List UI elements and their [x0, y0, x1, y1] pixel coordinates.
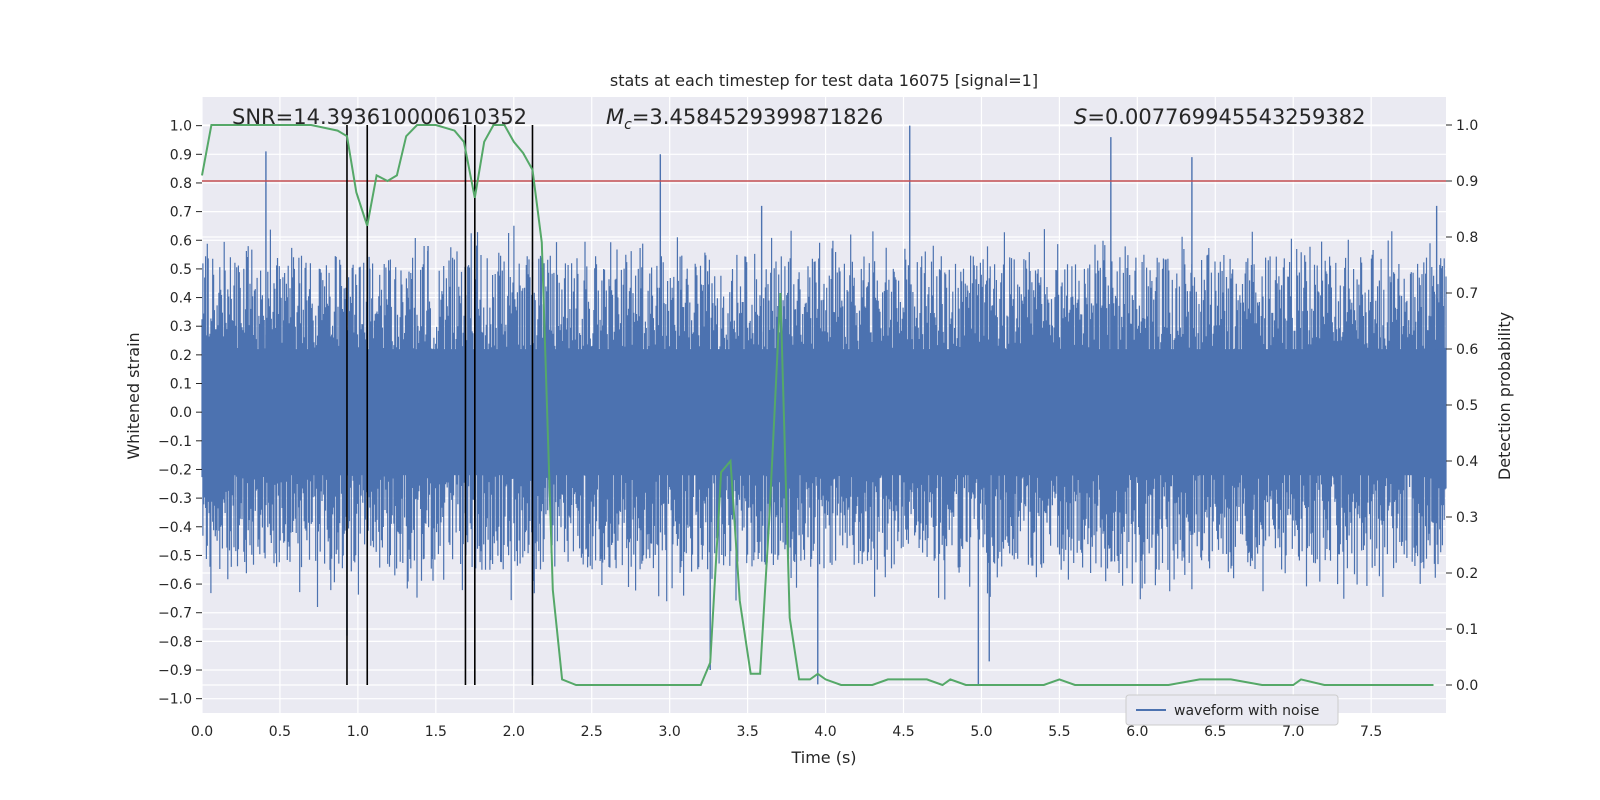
y-tick-label: −0.6 — [158, 577, 192, 593]
x-tick-label: 0.0 — [191, 724, 213, 740]
waveform-core — [202, 349, 1446, 476]
y-tick-label: −0.4 — [158, 520, 192, 536]
y2-tick-label: 0.7 — [1456, 286, 1478, 302]
y-tick-label: 0.5 — [170, 262, 192, 278]
x-tick-label: 1.0 — [347, 724, 369, 740]
y-tick-label: 0.8 — [170, 176, 192, 192]
y-axis-label: Whitened strain — [124, 332, 143, 459]
x-axis: 0.0 0.5 1.0 1.5 2.0 2.5 3.0 3.5 4.0 4.5 5.0 5.5 6.0 6… — [191, 724, 1382, 740]
x-tick-label: 3.5 — [736, 724, 758, 740]
y2-tick-label: 0.1 — [1456, 622, 1478, 638]
x-tick-label: 7.5 — [1360, 724, 1382, 740]
y-tick-label: 0.3 — [170, 319, 192, 335]
chirp-mass-annotation: Mc=3.4584529399871826 — [606, 105, 883, 133]
y-tick-label: 0.1 — [170, 377, 192, 393]
y-tick-label: 0.2 — [170, 348, 192, 364]
x-tick-label: 0.5 — [269, 724, 291, 740]
y-tick-label: 0.0 — [170, 405, 192, 421]
chirp-mass-symbol: M — [606, 105, 624, 129]
s-value: =0.007769945543259382 — [1087, 105, 1365, 129]
y-tick-label: −0.7 — [158, 606, 192, 622]
waveform-series — [201, 125, 1447, 685]
x-tick-label: 5.0 — [970, 724, 992, 740]
y2-tick-label: 0.9 — [1456, 174, 1478, 190]
y2-tick-label: 1.0 — [1456, 118, 1478, 134]
s-symbol: S — [1074, 105, 1087, 129]
legend-box — [1125, 694, 1339, 726]
x-tick-label: 6.0 — [1126, 724, 1148, 740]
x-tick-label: 6.5 — [1204, 724, 1226, 740]
y-axis-right: 1.0 0.9 0.8 0.7 0.6 0.5 0.4 0.3 0.2 0.1 0.0 — [1446, 118, 1478, 694]
x-tick-label: 7.0 — [1282, 724, 1304, 740]
y2-tick-label: 0.2 — [1456, 566, 1478, 582]
y-tick-label: 0.6 — [170, 233, 192, 249]
y-tick-label: −0.2 — [158, 462, 192, 478]
chirp-mass-value: =3.4584529399871826 — [632, 105, 883, 129]
y-tick-label: −1.0 — [158, 692, 192, 708]
chart-title: stats at each timestep for test data 160… — [610, 71, 1038, 90]
y2-tick-label: 0.3 — [1456, 510, 1478, 526]
y2-tick-label: 0.8 — [1456, 230, 1478, 246]
x-tick-label: 3.0 — [659, 724, 681, 740]
x-tick-label: 4.0 — [814, 724, 836, 740]
x-axis-label: Time (s) — [790, 748, 856, 767]
y-tick-label: 0.4 — [170, 291, 192, 307]
x-tick-label: 5.5 — [1048, 724, 1070, 740]
snr-annotation: SNR=14.393610000610352 — [232, 105, 527, 129]
y-tick-label: 0.9 — [170, 147, 192, 163]
y-axis-left: 1.0 0.9 0.8 0.7 0.6 0.5 0.4 0.3 0.2 0.1 0.0 −0.1 −0.… — [158, 119, 202, 708]
x-tick-label: 4.5 — [892, 724, 914, 740]
y2-tick-label: 0.6 — [1456, 342, 1478, 358]
y-tick-label: −0.8 — [158, 634, 192, 650]
y2-tick-label: 0.4 — [1456, 454, 1478, 470]
x-tick-label: 2.5 — [581, 724, 603, 740]
y-tick-label: 1.0 — [170, 119, 192, 135]
y-tick-label: −0.9 — [158, 663, 192, 679]
legend: waveform with noise — [1125, 694, 1339, 726]
y-tick-label: 0.7 — [170, 205, 192, 221]
y-tick-label: −0.5 — [158, 548, 192, 564]
y2-tick-label: 0.0 — [1456, 678, 1478, 694]
y2-tick-label: 0.5 — [1456, 398, 1478, 414]
s-annotation: S=0.007769945543259382 — [1074, 105, 1365, 129]
x-tick-label: 1.5 — [425, 724, 447, 740]
x-tick-label: 2.0 — [503, 724, 525, 740]
y2-axis-label: Detection probability — [1495, 312, 1514, 480]
chirp-mass-subscript: c — [624, 117, 632, 133]
overlay-lines — [201, 124, 1446, 687]
legend-label: waveform with noise — [1174, 703, 1319, 719]
y-tick-label: −0.3 — [158, 491, 192, 507]
detection-probability-line — [201, 124, 1434, 687]
y-tick-label: −0.1 — [158, 434, 192, 450]
